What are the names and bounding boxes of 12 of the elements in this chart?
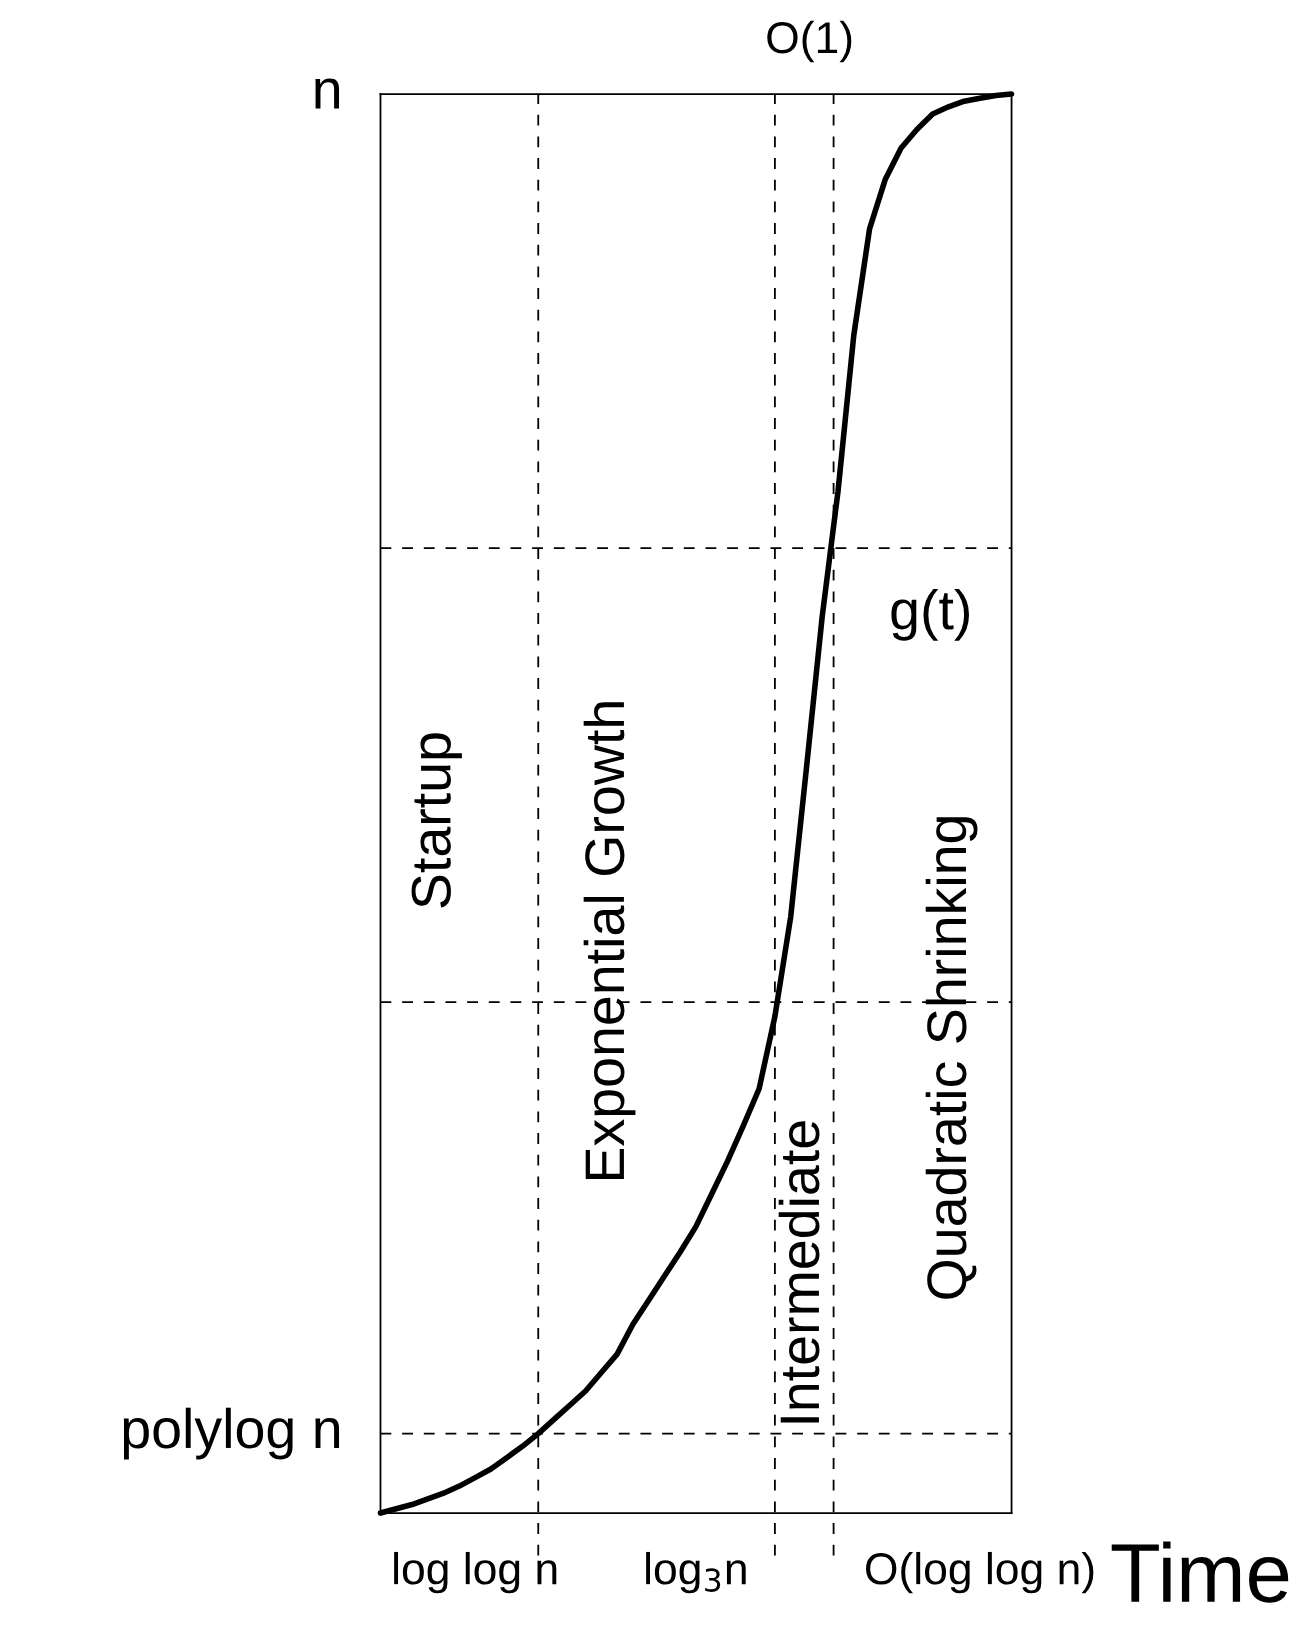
- x-axis-title: Time: [1111, 1541, 1289, 1603]
- ref-line-label: polylog n: [123, 1407, 340, 1460]
- annotation: Startup: [411, 733, 462, 908]
- annotation: Exponential Growth: [583, 702, 636, 1180]
- ref-line-label: n: [315, 78, 340, 109]
- annotation: Quadratic Shrinking: [925, 817, 978, 1299]
- x-tick-label: O(log log n): [866, 1551, 1094, 1594]
- annotation: Intermediate: [778, 1121, 820, 1423]
- annotation: g(t): [891, 588, 969, 641]
- x-tick-label: log$_{3}$n: [646, 1551, 746, 1594]
- x-tick-label: log log n: [394, 1551, 557, 1594]
- text: O(1): [767, 20, 852, 63]
